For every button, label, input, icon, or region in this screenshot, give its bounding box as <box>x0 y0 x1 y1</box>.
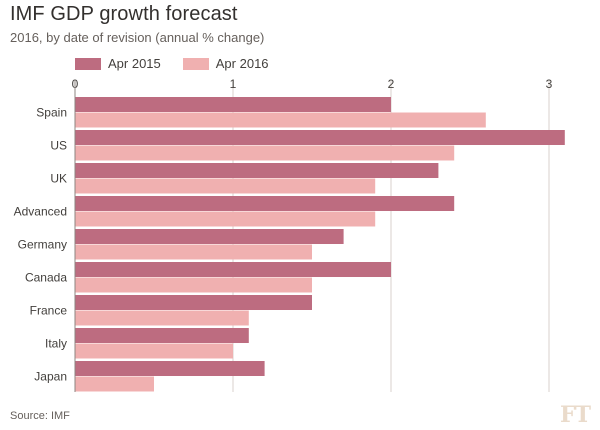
bar-advanced-2015 <box>75 196 455 211</box>
x-tick-label-1: 1 <box>230 77 237 91</box>
legend-item-2015: Apr 2015 <box>75 56 161 71</box>
bar-italy-2016 <box>75 343 233 359</box>
category-label-italy: Italy <box>45 337 67 351</box>
bar-advanced-2016 <box>75 211 376 227</box>
category-label-us: US <box>50 139 67 153</box>
chart-title: IMF GDP growth forecast <box>10 3 238 25</box>
bar-spain-2015 <box>75 97 391 112</box>
legend-swatch-2015 <box>75 57 101 70</box>
bar-uk-2015 <box>75 163 439 178</box>
category-label-canada: Canada <box>25 271 67 285</box>
category-label-spain: Spain <box>36 106 67 120</box>
category-label-germany: Germany <box>18 238 67 252</box>
bar-france-2016 <box>75 310 249 326</box>
x-tick-label-2: 2 <box>388 77 395 91</box>
bar-uk-2016 <box>75 178 376 194</box>
legend-item-2016: Apr 2016 <box>182 56 269 71</box>
bar-japan-2016 <box>75 376 154 392</box>
bar-france-2015 <box>75 295 312 310</box>
bar-us-2016 <box>75 145 455 161</box>
bar-germany-2015 <box>75 229 344 244</box>
bar-canada-2015 <box>75 262 391 277</box>
bar-us-2015 <box>75 130 565 145</box>
category-label-uk: UK <box>50 172 67 186</box>
legend-swatch-2016 <box>182 57 209 70</box>
bar-canada-2016 <box>75 277 312 293</box>
category-label-japan: Japan <box>34 370 67 384</box>
bar-japan-2015 <box>75 361 265 376</box>
source-note: Source: IMF <box>10 410 70 422</box>
bar-spain-2016 <box>75 112 486 128</box>
legend-label-2015: Apr 2015 <box>108 56 161 71</box>
bar-germany-2016 <box>75 244 312 260</box>
ft-logo: FT <box>560 402 591 428</box>
category-label-france: France <box>30 304 68 318</box>
category-label-advanced: Advanced <box>14 205 67 219</box>
chart-subtitle: 2016, by date of revision (annual % chan… <box>10 30 265 45</box>
legend-label-2016: Apr 2016 <box>215 56 269 71</box>
bar-italy-2015 <box>75 328 249 343</box>
x-tick-label-3: 3 <box>546 77 553 91</box>
legend: Apr 2015 Apr 2016 <box>75 56 291 71</box>
